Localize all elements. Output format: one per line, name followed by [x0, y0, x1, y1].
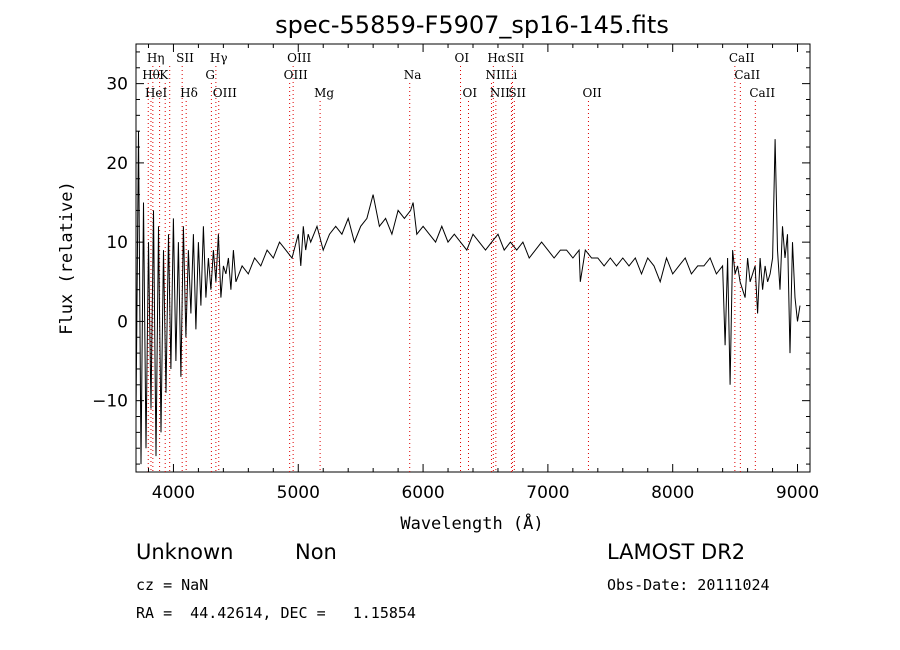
line-marker-label: Hα [487, 51, 506, 65]
line-marker-label: SII [506, 51, 524, 65]
x-tick-label: 7000 [526, 483, 569, 503]
line-marker-label: SII [176, 51, 194, 65]
x-tick-label: 8000 [651, 483, 694, 503]
line-marker-label: HeI [145, 86, 168, 100]
line-marker-label: Na [404, 68, 422, 82]
line-marker-label: NII [490, 86, 510, 100]
y-tick-label: 20 [106, 154, 128, 174]
line-marker-label: K [159, 68, 169, 82]
line-marker-label: Hθ [142, 68, 160, 82]
chart-title: spec-55859-F5907_sp16-145.fits [275, 11, 669, 39]
y-tick-label: −10 [92, 392, 128, 412]
line-marker-label: Li [505, 68, 517, 82]
y-tick-label: 30 [106, 75, 128, 95]
x-tick-label: 9000 [776, 483, 819, 503]
y-axis-ticks: −10 0 10 20 30 [92, 51, 810, 465]
y-tick-label: 10 [106, 233, 128, 253]
y-axis-label: Flux (relative) [57, 181, 77, 335]
x-axis-ticks: 4000 5000 6000 7000 8000 9000 [147, 44, 819, 503]
line-marker-label: OIII [284, 68, 308, 82]
redshift-cz: cz = NaN [136, 576, 209, 594]
survey-name: LAMOST DR2 [607, 540, 746, 564]
x-tick-label: 5000 [277, 483, 320, 503]
line-marker-label: OIII [213, 86, 237, 100]
line-marker-label: Hδ [180, 86, 198, 100]
line-marker-label: CaII [734, 68, 760, 82]
line-marker-label: Hγ [210, 51, 228, 65]
line-marker-label: OIII [287, 51, 311, 65]
line-marker-label: G [205, 68, 215, 82]
x-tick-label: 6000 [401, 483, 444, 503]
line-marker-label: OII [582, 86, 602, 100]
plot-frame [135, 43, 811, 473]
y-tick-label: 0 [117, 312, 128, 332]
line-marker-label: Mg [314, 86, 334, 100]
line-marker-label: NII [485, 68, 505, 82]
line-marker-label: CaII [729, 51, 755, 65]
line-marker-label: OI [463, 86, 478, 100]
object-subclass: Non [295, 540, 337, 564]
line-marker-label: SII [508, 86, 526, 100]
line-marker-label: OI [455, 51, 470, 65]
ra-dec: RA = 44.42614, DEC = 1.15854 [136, 604, 416, 622]
line-marker-label: Hη [147, 51, 165, 65]
line-marker-label: CaII [749, 86, 775, 100]
x-axis-label: Wavelength (Å) [400, 512, 543, 534]
object-class: Unknown [136, 540, 234, 564]
observation-date: Obs-Date: 20111024 [607, 576, 770, 594]
spectrum-line [135, 131, 801, 465]
x-tick-label: 4000 [152, 483, 195, 503]
